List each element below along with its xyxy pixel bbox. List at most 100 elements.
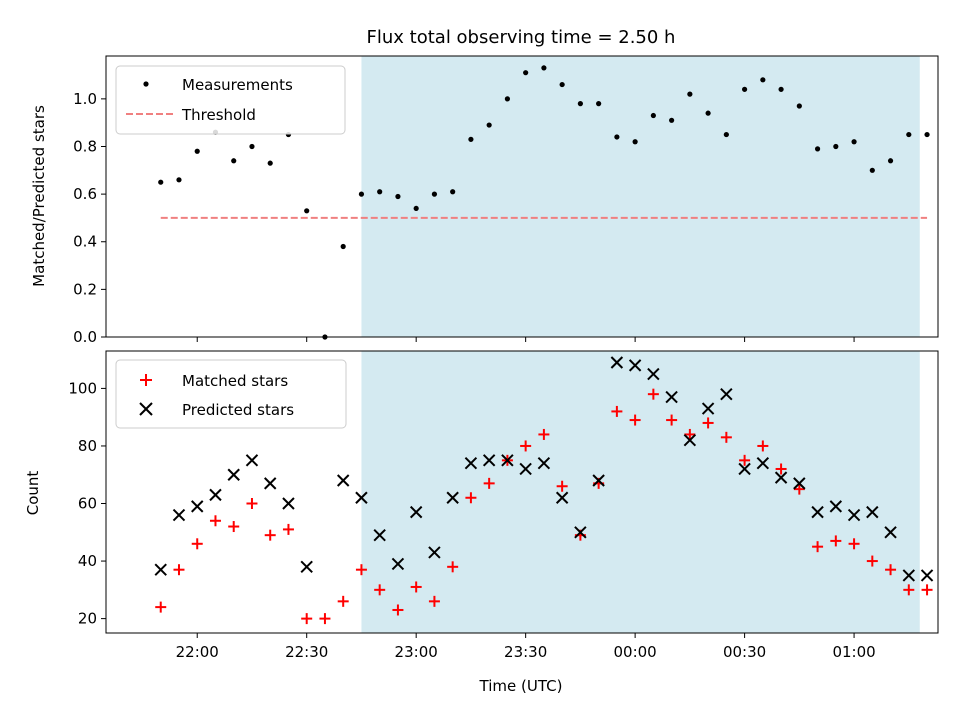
chart-title: Flux total observing time = 2.50 h bbox=[367, 27, 676, 48]
matched-star-point bbox=[155, 601, 167, 613]
matched-stars-points bbox=[155, 388, 933, 625]
measurement-point bbox=[687, 91, 693, 97]
matched-star-point bbox=[447, 561, 459, 573]
measurement-point bbox=[796, 103, 802, 109]
predicted-star-point bbox=[409, 505, 423, 519]
matched-star-point bbox=[812, 541, 824, 553]
predicted-star-point bbox=[191, 500, 204, 513]
y-tick-label: 80 bbox=[78, 437, 97, 455]
matched-star-point bbox=[410, 581, 422, 593]
matched-star-point bbox=[301, 613, 313, 625]
measurement-point bbox=[814, 146, 821, 152]
predicted-star-point bbox=[847, 508, 861, 522]
predicted-star-point bbox=[501, 454, 514, 467]
predicted-star-point bbox=[355, 491, 368, 504]
predicted-star-point bbox=[665, 390, 678, 404]
measurement-point bbox=[340, 243, 346, 250]
matched-star-point bbox=[538, 428, 550, 440]
matched-star-point bbox=[228, 521, 240, 533]
matched-star-point bbox=[465, 492, 477, 504]
matched-star-point bbox=[173, 564, 185, 576]
measurement-point bbox=[596, 101, 602, 107]
predicted-star-point bbox=[446, 491, 459, 504]
bottom-panel: 20 40 60 80 100 22:00 22:30 23:00 23:30 00:00 00:… bbox=[24, 350, 939, 695]
top-panel: 0.0 0.2 0.4 0.6 0.8 1.0 Matched/Predicted sta… bbox=[30, 55, 939, 346]
predicted-star-point bbox=[738, 462, 751, 476]
measurement-point bbox=[431, 191, 438, 197]
matched-star-point bbox=[392, 604, 404, 616]
observing-window-shade-bottom bbox=[361, 351, 920, 633]
matched-star-point bbox=[739, 454, 751, 466]
x-tick-label: 00:00 bbox=[614, 643, 657, 661]
measurement-point bbox=[833, 143, 839, 150]
matched-star-point bbox=[483, 477, 495, 489]
matched-star-point bbox=[319, 613, 331, 625]
measurement-point bbox=[377, 189, 383, 195]
legend-threshold-label: Threshold bbox=[181, 106, 256, 124]
matched-star-point bbox=[866, 555, 878, 567]
predicted-star-point bbox=[464, 457, 478, 470]
predicted-star-point bbox=[774, 471, 788, 484]
matched-star-point bbox=[264, 529, 276, 541]
y-tick-label: 40 bbox=[78, 552, 97, 570]
x-tick-label: 23:30 bbox=[504, 643, 547, 661]
predicted-star-point bbox=[683, 433, 697, 447]
measurement-point bbox=[760, 77, 766, 83]
top-y-axis-label: Matched/Predicted stars bbox=[30, 105, 48, 287]
legend-matched-label: Matched stars bbox=[182, 372, 288, 390]
x-axis-label: Time (UTC) bbox=[479, 677, 563, 695]
top-legend-box bbox=[115, 65, 346, 135]
x-tick-label: 22:30 bbox=[285, 643, 328, 661]
measurement-point bbox=[559, 81, 565, 88]
predicted-star-point bbox=[282, 497, 295, 510]
measurement-point bbox=[194, 148, 200, 154]
top-axes-frame bbox=[105, 55, 939, 338]
matched-star-point bbox=[921, 584, 933, 596]
measurement-point bbox=[304, 208, 310, 214]
measurement-point bbox=[906, 131, 912, 138]
legend-matched-marker bbox=[140, 374, 152, 386]
measurement-point bbox=[614, 134, 620, 140]
predicted-star-point bbox=[537, 457, 551, 470]
measurement-point bbox=[486, 122, 492, 128]
measurement-point bbox=[541, 65, 547, 71]
predicted-star-point bbox=[154, 563, 167, 576]
y-tick-label: 0.0 bbox=[73, 328, 97, 346]
matched-star-point bbox=[611, 405, 623, 417]
measurement-point bbox=[778, 86, 784, 92]
predicted-star-point bbox=[756, 457, 770, 470]
predicted-star-point bbox=[902, 569, 916, 582]
x-tick-label: 23:00 bbox=[395, 643, 438, 661]
predicted-star-point bbox=[920, 569, 934, 582]
y-tick-label: 0.4 bbox=[73, 233, 97, 251]
y-tick-label: 60 bbox=[78, 495, 97, 513]
matched-star-point bbox=[720, 431, 732, 443]
bottom-axes-frame bbox=[105, 350, 939, 634]
measurement-point bbox=[395, 193, 401, 200]
predicted-star-point bbox=[884, 526, 897, 539]
y-tick-label: 1.0 bbox=[73, 90, 97, 108]
measurement-point bbox=[577, 101, 583, 107]
measurement-point bbox=[249, 143, 255, 150]
legend-measurements-marker bbox=[143, 81, 149, 87]
matched-star-point bbox=[374, 584, 386, 596]
predicted-star-point bbox=[610, 356, 624, 369]
predicted-star-point bbox=[866, 505, 879, 519]
measurement-point bbox=[450, 189, 456, 195]
measurement-point bbox=[669, 117, 675, 123]
measurement-point bbox=[887, 158, 894, 164]
measurement-point bbox=[231, 158, 237, 164]
top-x-ticks bbox=[196, 337, 855, 342]
matched-star-point bbox=[246, 498, 258, 510]
matched-star-point bbox=[903, 584, 915, 596]
matched-star-point bbox=[775, 463, 787, 475]
x-tick-label: 00:30 bbox=[723, 643, 766, 661]
predicted-star-point bbox=[209, 488, 222, 502]
predicted-star-point bbox=[592, 474, 605, 487]
matched-star-point bbox=[885, 564, 897, 576]
predicted-star-point bbox=[245, 454, 259, 467]
matched-star-point bbox=[793, 483, 805, 495]
predicted-star-point bbox=[264, 477, 277, 490]
matched-star-point bbox=[629, 414, 641, 426]
